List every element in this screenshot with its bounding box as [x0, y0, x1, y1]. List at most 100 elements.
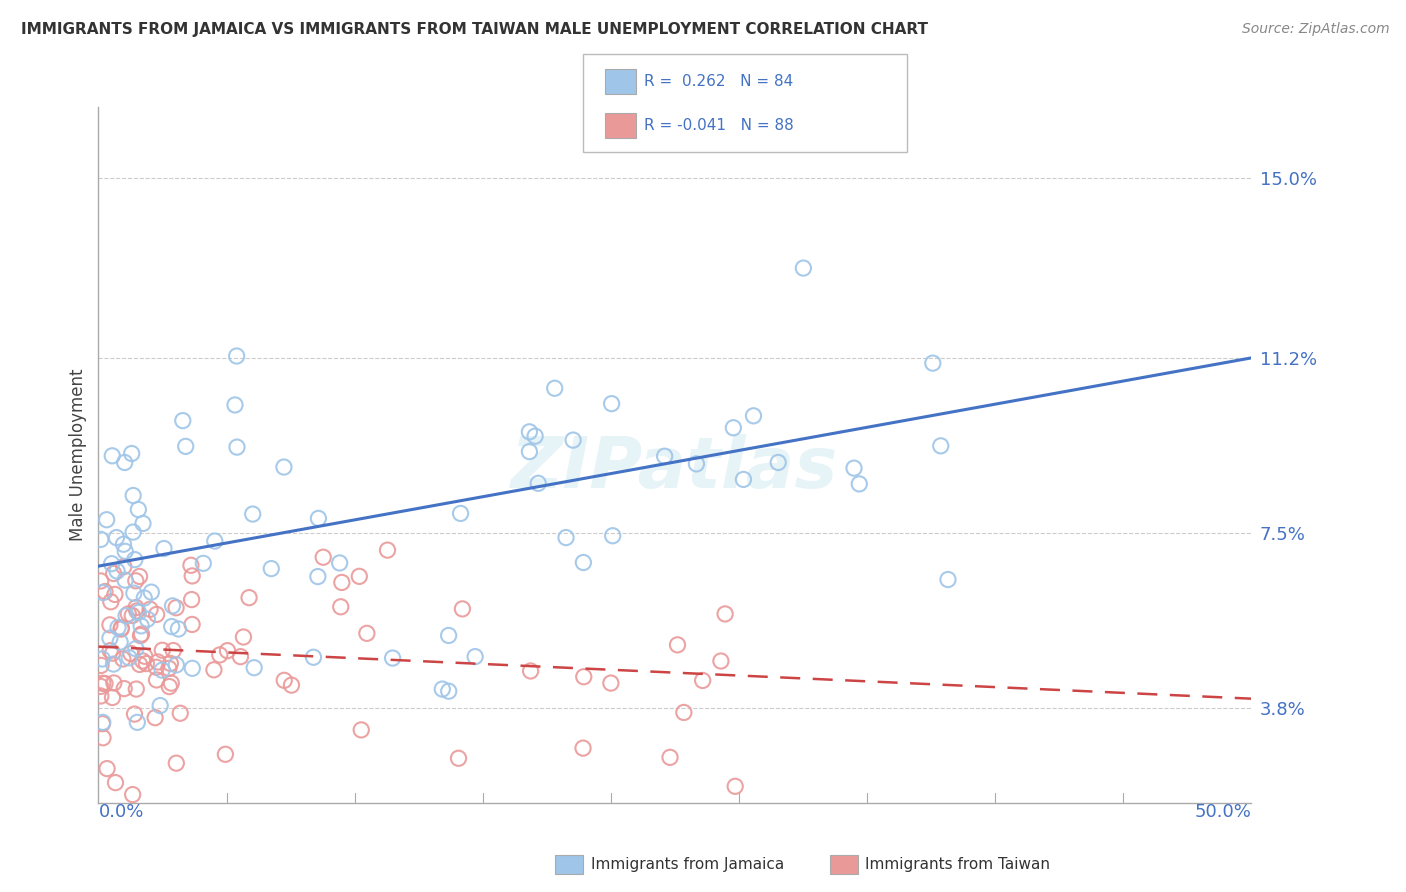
Point [104, 587, 127, 601]
Text: R =  0.262   N = 84: R = 0.262 N = 84 [644, 74, 793, 88]
Point [118, 650, 141, 665]
Point [128, 606, 150, 620]
Point [172, 414, 194, 428]
Point [544, 381, 567, 395]
Point [127, 715, 149, 730]
Point [121, 446, 143, 460]
Point [107, 621, 129, 635]
Point [100, 595, 122, 609]
Point [145, 660, 167, 674]
Point [91, 715, 114, 730]
Point [157, 661, 180, 675]
Point [464, 649, 486, 664]
Point [214, 747, 236, 762]
Point [229, 649, 252, 664]
Point [101, 449, 124, 463]
Point [141, 585, 163, 599]
Point [450, 507, 472, 521]
Point [437, 684, 460, 698]
Point [356, 626, 378, 640]
Point [180, 592, 202, 607]
Point [121, 608, 143, 623]
Point [447, 751, 470, 765]
Point [307, 569, 329, 583]
Point [103, 657, 125, 671]
Point [225, 349, 247, 363]
Point [134, 591, 156, 605]
Point [134, 649, 156, 664]
Point [145, 673, 167, 687]
Point [842, 461, 865, 475]
Point [101, 690, 124, 705]
Point [157, 680, 180, 694]
Point [929, 439, 952, 453]
Point [562, 433, 585, 447]
Point [572, 670, 595, 684]
Point [724, 780, 747, 794]
Point [108, 635, 131, 649]
Point [519, 664, 541, 678]
Point [146, 655, 169, 669]
Point [710, 654, 733, 668]
Point [243, 661, 266, 675]
Point [117, 607, 139, 621]
Point [90, 533, 112, 547]
Point [162, 643, 184, 657]
Point [105, 531, 128, 545]
Point [124, 552, 146, 566]
Point [572, 741, 595, 756]
Point [110, 621, 132, 635]
Point [111, 652, 134, 666]
Point [125, 600, 148, 615]
Point [159, 657, 181, 671]
Point [96, 762, 118, 776]
Point [167, 622, 190, 636]
Point [125, 641, 148, 656]
Point [98, 617, 121, 632]
Point [599, 676, 621, 690]
Point [165, 600, 187, 615]
Point [104, 775, 127, 789]
Point [302, 650, 325, 665]
Point [381, 651, 404, 665]
Point [600, 397, 623, 411]
Point [91, 652, 114, 666]
Point [307, 511, 329, 525]
Point [742, 409, 765, 423]
Point [217, 643, 239, 657]
Point [128, 657, 150, 672]
Point [103, 676, 125, 690]
Point [208, 648, 231, 662]
Point [94, 676, 117, 690]
Point [162, 599, 184, 613]
Point [129, 619, 152, 633]
Point [733, 472, 755, 486]
Point [129, 629, 152, 643]
Point [273, 460, 295, 475]
Text: Immigrants from Taiwan: Immigrants from Taiwan [865, 857, 1050, 871]
Point [377, 543, 399, 558]
Point [96, 513, 118, 527]
Point [180, 558, 202, 573]
Point [114, 544, 136, 558]
Point [527, 476, 550, 491]
Point [329, 556, 352, 570]
Point [723, 421, 745, 435]
Point [150, 663, 173, 677]
Point [921, 356, 943, 370]
Point [519, 444, 541, 458]
Point [94, 584, 117, 599]
Point [238, 591, 260, 605]
Point [602, 529, 624, 543]
Point [174, 439, 197, 453]
Point [714, 607, 737, 621]
Point [100, 557, 122, 571]
Point [181, 617, 204, 632]
Point [125, 604, 148, 618]
Point [232, 630, 254, 644]
Point [110, 622, 132, 636]
Point [90, 689, 112, 703]
Text: R = -0.041   N = 88: R = -0.041 N = 88 [644, 119, 794, 133]
Point [90, 658, 112, 673]
Point [103, 566, 125, 581]
